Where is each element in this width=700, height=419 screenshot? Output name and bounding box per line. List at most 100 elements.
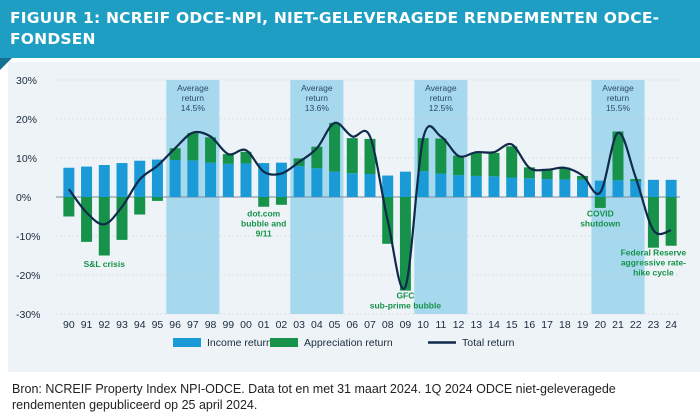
appreciation-bar <box>134 197 146 215</box>
income-bar <box>417 171 429 197</box>
income-bar <box>577 179 589 197</box>
appreciation-bar <box>187 133 199 161</box>
income-bar <box>311 168 323 197</box>
average-period-label: return <box>306 93 328 103</box>
x-tick-label: 14 <box>488 319 500 331</box>
x-tick-label: 05 <box>329 319 341 331</box>
event-annotation: S&L crisis <box>84 259 126 269</box>
source-note: Bron: NCREIF Property Index NPI-ODCE. Da… <box>12 382 616 412</box>
income-bar <box>488 176 500 197</box>
income-bar <box>470 175 482 197</box>
x-tick-label: 15 <box>506 319 518 331</box>
income-bar <box>63 167 75 197</box>
appreciation-bar <box>435 138 447 174</box>
appreciation-bar <box>506 146 518 178</box>
income-bar <box>205 162 217 197</box>
income-bar <box>98 165 110 197</box>
appreciation-bar <box>311 146 323 169</box>
appreciation-bar <box>417 138 429 172</box>
income-bar <box>665 179 677 197</box>
x-tick-label: 19 <box>577 319 589 331</box>
figure-header: FIGUUR 1: NCREIF ODCE-NPI, NIET-GELEVERA… <box>0 0 700 58</box>
average-period-value: 14.5% <box>181 103 206 113</box>
appreciation-bar <box>541 169 553 180</box>
income-bar <box>647 179 659 197</box>
y-tick-label: -30% <box>16 309 41 321</box>
appreciation-bar <box>523 167 535 179</box>
x-tick-label: 91 <box>81 319 93 331</box>
event-annotation: COVID <box>587 209 614 219</box>
appreciation-bar <box>275 197 287 205</box>
appreciation-bar <box>240 151 252 164</box>
average-period-label: return <box>182 93 204 103</box>
x-tick-label: 01 <box>258 319 270 331</box>
x-tick-label: 23 <box>648 319 660 331</box>
legend-swatch <box>173 338 201 347</box>
income-bar <box>81 166 93 197</box>
appreciation-bar <box>81 197 93 242</box>
figure-title: FIGUUR 1: NCREIF ODCE-NPI, NIET-GELEVERA… <box>10 8 690 50</box>
x-tick-label: 90 <box>63 319 75 331</box>
average-period-label: Average <box>425 83 457 93</box>
x-tick-label: 16 <box>524 319 536 331</box>
income-bar <box>399 171 411 197</box>
income-bar <box>506 177 518 197</box>
appreciation-bar <box>399 197 411 291</box>
x-tick-label: 94 <box>134 319 146 331</box>
event-annotation: Federal Reserve <box>621 248 687 258</box>
appreciation-bar <box>665 197 677 246</box>
income-bar <box>329 171 341 197</box>
chart-panel: Average return 14.5% Average return 13.6% Aver… <box>8 62 700 372</box>
x-tick-label: 97 <box>187 319 199 331</box>
income-bar <box>116 163 128 197</box>
event-annotation: dot.com <box>247 209 280 219</box>
figure-label: FIGUUR 1: <box>10 9 101 27</box>
average-period-label: Average <box>177 83 209 93</box>
x-tick-label: 06 <box>346 319 358 331</box>
average-period-label: return <box>607 93 629 103</box>
x-tick-label: 20 <box>594 319 606 331</box>
legend-swatch <box>270 338 298 347</box>
event-annotation: shutdown <box>580 219 620 229</box>
x-tick-label: 00 <box>240 319 252 331</box>
average-period-label: return <box>430 93 452 103</box>
income-bar <box>541 179 553 197</box>
y-tick-label: 0% <box>16 192 31 204</box>
income-bar <box>293 166 305 197</box>
x-tick-label: 98 <box>205 319 217 331</box>
income-bar <box>222 163 234 197</box>
appreciation-bar <box>488 152 500 177</box>
appreciation-bar <box>329 122 341 172</box>
appreciation-bar <box>169 148 181 160</box>
event-annotation: hike cycle <box>633 268 674 278</box>
figure-title-text: NCREIF ODCE-NPI, NIET-GELEVERAGEDE RENDE… <box>10 9 660 48</box>
x-tick-label: 22 <box>630 319 642 331</box>
appreciation-bar <box>470 152 482 176</box>
legend-label: Income return <box>207 337 272 349</box>
appreciation-bar <box>647 197 659 248</box>
income-bar <box>523 178 535 197</box>
x-tick-label: 02 <box>276 319 288 331</box>
appreciation-bar <box>205 137 217 163</box>
income-bar <box>346 173 358 197</box>
total-return-line <box>68 121 672 290</box>
x-tick-label: 09 <box>400 319 412 331</box>
income-bar <box>612 180 624 197</box>
x-tick-label: 99 <box>222 319 234 331</box>
average-period-label: Average <box>301 83 333 93</box>
income-bar <box>169 159 181 197</box>
appreciation-bar <box>453 155 465 176</box>
y-tick-label: 20% <box>16 114 37 126</box>
appreciation-bar <box>559 167 571 180</box>
income-bar <box>258 163 270 197</box>
income-bar <box>151 159 163 197</box>
x-tick-label: 21 <box>612 319 624 331</box>
income-bar <box>187 160 199 197</box>
x-tick-label: 07 <box>364 319 376 331</box>
appreciation-bar <box>151 197 163 201</box>
average-period-value: 15.5% <box>606 103 631 113</box>
x-tick-label: 17 <box>541 319 553 331</box>
legend-label: Total return <box>462 337 515 349</box>
x-tick-label: 04 <box>311 319 323 331</box>
income-bar <box>240 163 252 197</box>
